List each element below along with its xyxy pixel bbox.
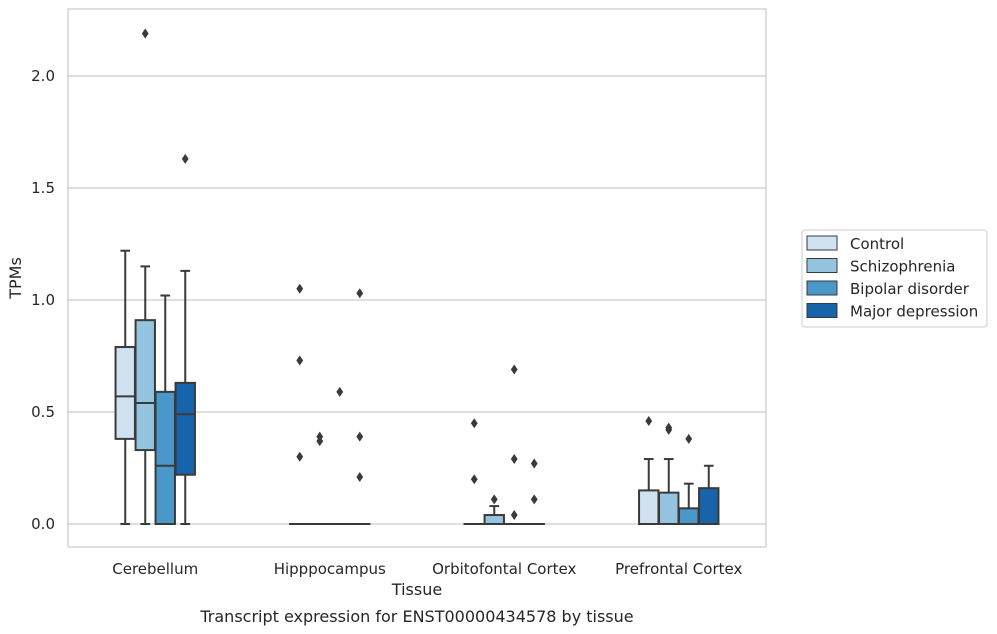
legend-swatch-bipolar-disorder	[806, 280, 838, 296]
legend-frame	[801, 229, 988, 328]
outlier-point	[530, 458, 538, 469]
box-bipolar-disorder-prefrontal-cortex	[678, 433, 700, 526]
box-body	[678, 507, 700, 526]
y-axis-tick-labels: 0.0 0.5 1.0 1.5 2.0	[31, 67, 55, 533]
legend-label: Bipolar disorder	[850, 280, 970, 298]
outlier-point	[181, 153, 189, 164]
legend: Control Schizophrenia Bipolar disorder Majo…	[801, 229, 988, 328]
outlier-point	[336, 386, 344, 397]
y-tick-label: 2.0	[31, 67, 55, 85]
outlier-point	[510, 364, 518, 375]
y-axis-label: TPMs	[6, 257, 25, 300]
outlier-point	[510, 510, 518, 521]
box-body	[658, 491, 680, 526]
outlier-point	[470, 474, 478, 485]
box-body	[698, 487, 720, 526]
box-major-depression-hipppocampus	[349, 288, 371, 526]
box-body	[483, 514, 505, 525]
outlier-point	[356, 471, 364, 482]
y-tick-label: 1.5	[31, 179, 55, 197]
outlier-point	[296, 451, 304, 462]
legend-label: Control	[850, 235, 904, 253]
x-tick-label: Orbitofontal Cortex	[432, 560, 576, 578]
outlier-point	[530, 494, 538, 505]
box-body	[638, 489, 660, 525]
box-control-orbitofontal-cortex	[463, 418, 485, 526]
y-tick-label: 0.5	[31, 403, 55, 421]
box-major-depression-prefrontal-cortex	[698, 464, 720, 526]
legend-swatch-major-depression	[806, 303, 838, 318]
outlier-point	[296, 283, 304, 294]
box-major-depression-cerebellum	[174, 153, 196, 525]
plot-area-frame	[67, 8, 767, 548]
box-body	[154, 390, 176, 525]
outlier-point	[141, 28, 149, 39]
box-body	[134, 319, 156, 452]
outlier-point	[316, 436, 324, 447]
legend-label: Schizophrenia	[850, 258, 955, 276]
box-schizophrenia-cerebellum	[134, 28, 156, 525]
box-bipolar-disorder-cerebellum	[154, 294, 176, 525]
outlier-point	[356, 431, 364, 442]
box-body	[114, 346, 136, 440]
x-tick-label: Cerebellum	[112, 560, 198, 578]
legend-swatch-control	[806, 235, 838, 251]
y-tick-label: 0.0	[31, 515, 55, 533]
box-control-cerebellum	[114, 249, 136, 525]
outlier-point	[490, 494, 498, 505]
y-tick-label: 1.0	[31, 291, 55, 309]
box-major-depression-orbitofontal-cortex	[523, 458, 545, 526]
x-tick-label: Prefrontal Cortex	[615, 560, 742, 578]
x-axis-tick-labels: Cerebellum Hipppocampus Orbitofontal Corte…	[112, 560, 742, 578]
x-tick-label: Hipppocampus	[274, 560, 386, 578]
outlier-point	[665, 424, 673, 435]
outlier-point	[356, 288, 364, 299]
x-axis-label: Tissue	[391, 580, 442, 599]
box-plot-series	[114, 28, 720, 526]
outlier-point	[296, 355, 304, 366]
outlier-point	[510, 454, 518, 465]
outlier-point	[645, 415, 653, 426]
box-schizophrenia-orbitofontal-cortex	[483, 494, 505, 525]
legend-label: Major depression	[850, 303, 978, 321]
chart-caption: Transcript expression for ENST0000043457…	[199, 607, 633, 626]
outlier-point	[685, 433, 693, 444]
outlier-point	[470, 418, 478, 429]
legend-swatch-schizophrenia	[806, 258, 838, 273]
box-body	[174, 381, 196, 476]
